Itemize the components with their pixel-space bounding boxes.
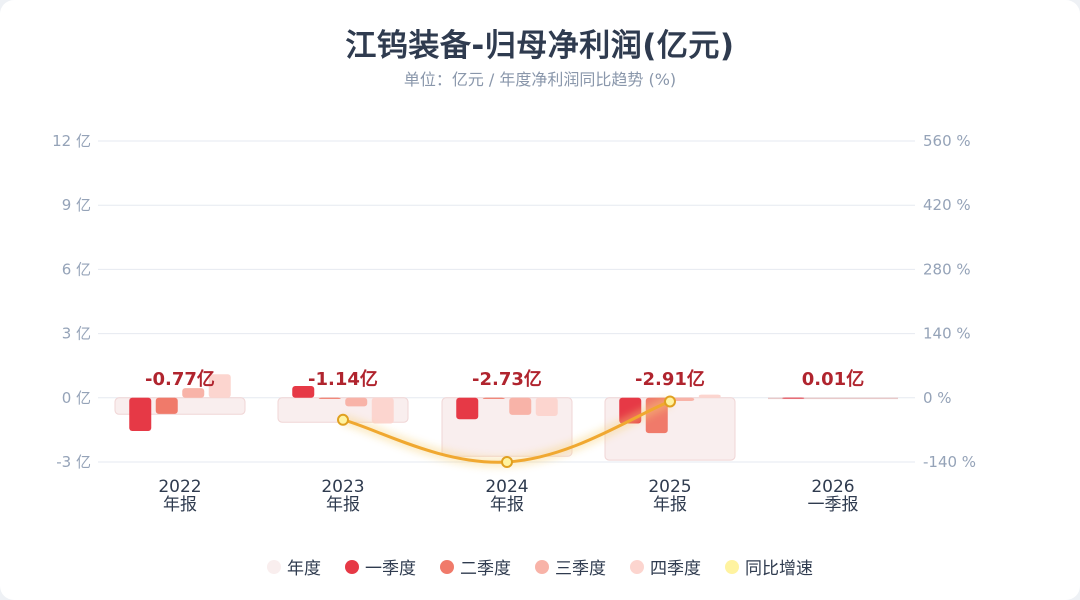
- quarter-bar: [535, 397, 558, 416]
- x-tick-period: 一季报: [808, 495, 859, 515]
- legend-swatch: [725, 559, 739, 574]
- quarter-bar: [318, 397, 341, 399]
- quarter-bar: [509, 397, 532, 415]
- y-left-tick-label: 0 亿: [62, 389, 91, 407]
- legend-label: 同比增速: [745, 559, 813, 579]
- quarter-bar: [371, 397, 394, 424]
- quarter-bar: [672, 397, 695, 402]
- annual-value-label: -1.14亿: [308, 368, 378, 390]
- legend-label: 一季度: [365, 559, 416, 579]
- chart-subtitle: 单位：亿元 / 年度净利润同比趋势 (%): [403, 70, 677, 89]
- legend-label: 四季度: [650, 559, 701, 579]
- legend-item[interactable]: 年度: [267, 554, 321, 579]
- growth-point: [501, 456, 513, 468]
- y-right-tick-label: 140 %: [923, 325, 971, 343]
- quarter-bar: [345, 397, 368, 407]
- y-right-tick-label: 0 %: [923, 389, 952, 407]
- annual-value-label: -2.91亿: [635, 368, 705, 390]
- legend-swatch: [535, 559, 549, 574]
- quarter-bar: [456, 397, 479, 420]
- x-tick-year: 2024: [485, 477, 528, 497]
- legend-item[interactable]: 二季度: [440, 554, 511, 579]
- y-right-tick-label: 420 %: [923, 196, 971, 214]
- annual-value-label: -0.77亿: [145, 368, 215, 390]
- annual-value-label: -2.73亿: [472, 368, 542, 390]
- y-left-tick-label: 6 亿: [62, 260, 91, 278]
- legend-swatch: [630, 559, 644, 574]
- legend-label: 年度: [287, 559, 321, 579]
- quarter-bar: [698, 394, 721, 398]
- y-left-tick-label: 3 亿: [62, 325, 91, 343]
- x-tick-period: 年报: [326, 495, 360, 515]
- quarter-bar: [208, 374, 231, 398]
- quarter-bar: [292, 386, 315, 398]
- legend-item[interactable]: 一季度: [345, 554, 416, 579]
- annual-bar: [768, 397, 898, 400]
- growth-point: [664, 395, 676, 408]
- legend-label: 三季度: [555, 559, 606, 579]
- x-tick-year: 2025: [648, 477, 691, 497]
- legend-label: 二季度: [460, 559, 511, 579]
- chart-title: 江钨装备-归母净利润(亿元): [345, 28, 735, 64]
- x-tick-period: 年报: [653, 495, 687, 515]
- chart-legend: 年度 一季度 二季度 三季度 四季度 同比增速: [0, 554, 1080, 579]
- annual-value-label: 0.01亿: [802, 368, 864, 390]
- x-tick-period: 年报: [163, 495, 197, 515]
- y-left-tick-label: 9 亿: [62, 196, 91, 214]
- y-right-tick-label: -140 %: [923, 453, 976, 471]
- quarter-bar: [129, 397, 152, 431]
- legend-item[interactable]: 四季度: [630, 554, 701, 579]
- y-right-tick-label: 560 %: [923, 132, 971, 150]
- y-left-tick-label: 12 亿: [52, 132, 91, 150]
- growth-point: [337, 413, 349, 426]
- legend-swatch: [440, 559, 454, 574]
- quarter-bar: [155, 397, 178, 414]
- legend-swatch: [345, 559, 359, 574]
- y-left-tick-label: -3 亿: [56, 453, 91, 471]
- y-right-tick-label: 280 %: [923, 260, 971, 278]
- legend-swatch: [267, 559, 281, 574]
- x-tick-period: 年报: [490, 495, 524, 515]
- x-tick-year: 2026: [811, 477, 854, 497]
- quarter-bar: [182, 388, 205, 398]
- legend-item[interactable]: 同比增速: [725, 554, 813, 579]
- x-tick-year: 2023: [321, 477, 364, 497]
- quarter-bar: [782, 397, 805, 399]
- legend-item[interactable]: 三季度: [535, 554, 606, 579]
- quarter-bar: [482, 397, 505, 399]
- x-tick-year: 2022: [158, 477, 201, 497]
